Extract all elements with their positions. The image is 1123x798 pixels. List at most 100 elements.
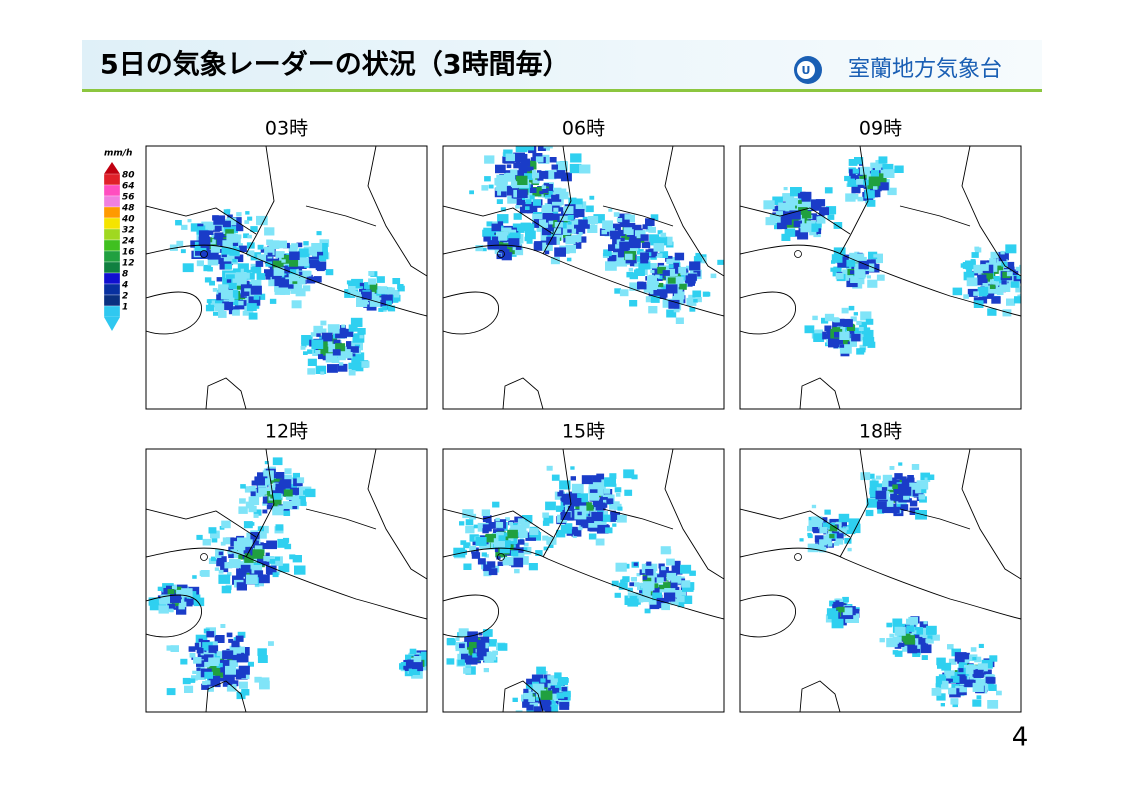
radar-echo (496, 181, 508, 191)
radar-echo (838, 337, 848, 345)
radar-echo (533, 706, 542, 712)
radar-echo (318, 255, 327, 262)
coastline (146, 244, 427, 317)
radar-echo (511, 544, 516, 548)
radar-echo (674, 280, 683, 286)
radar-echo (209, 239, 216, 245)
radar-echo (848, 159, 858, 166)
radar-echo (264, 246, 275, 256)
radar-echo (220, 565, 229, 573)
radar-echo (245, 272, 255, 280)
radar-echo (212, 672, 221, 678)
radar-echo (948, 687, 957, 695)
radar-echo (475, 245, 484, 252)
radar-echo (883, 169, 895, 178)
radar-echo (852, 186, 861, 193)
radar-echo (549, 700, 556, 706)
radar-echo (248, 496, 260, 505)
radar-echo (866, 275, 871, 279)
radar-echo (207, 250, 219, 260)
radar-echo (971, 252, 979, 258)
radar-echo (463, 667, 472, 674)
radar-echo (318, 347, 327, 354)
radar-echo (567, 221, 572, 225)
radar-echo (603, 488, 611, 494)
radar-echo (861, 327, 871, 335)
radar-echo (657, 266, 666, 274)
radar-echo (959, 686, 967, 693)
radar-echo (888, 485, 893, 489)
coastline (245, 449, 275, 558)
radar-echo (918, 638, 927, 645)
radar-echo (460, 540, 467, 545)
coastline (899, 205, 971, 227)
radar-echo (799, 200, 812, 210)
radar-echo (878, 182, 889, 191)
radar-echo (673, 307, 680, 313)
radar-echo (160, 594, 172, 604)
radar-echo (870, 162, 879, 170)
radar-echo (642, 576, 648, 580)
radar-echo (684, 280, 693, 287)
radar-echo (258, 487, 267, 495)
radar-echo (265, 261, 272, 267)
radar-echo (547, 675, 559, 684)
radar-echo (362, 285, 373, 295)
radar-echo (976, 695, 982, 700)
radar-echo (277, 252, 284, 258)
radar-echo (523, 691, 533, 700)
radar-echo (196, 534, 203, 540)
radar-echo (923, 621, 928, 625)
radar-echo (513, 170, 524, 179)
radar-echo (225, 665, 236, 675)
coastline (602, 508, 674, 530)
radar-echo (562, 690, 571, 698)
radar-echo (263, 478, 271, 485)
radar-echo (876, 501, 887, 510)
radar-echo (804, 325, 815, 334)
radar-echo (652, 268, 662, 276)
radar-echo (262, 509, 268, 514)
radar-echo (496, 556, 501, 560)
radar-echo (573, 504, 581, 510)
radar-echo (250, 226, 258, 232)
radar-echo (226, 233, 238, 243)
legend-label: 80 (122, 171, 135, 181)
radar-echo (283, 489, 293, 497)
radar-echo (278, 563, 290, 573)
radar-echo (629, 282, 640, 291)
radar-echo (170, 594, 181, 603)
radar-echo (913, 627, 923, 635)
radar-echo (211, 537, 218, 543)
radar-echo (640, 252, 649, 260)
radar-echo (1020, 297, 1021, 306)
header-bar (82, 40, 1042, 90)
radar-echo (264, 461, 269, 465)
radar-echo (647, 275, 659, 285)
radar-echo (853, 312, 858, 316)
radar-echo (570, 476, 576, 481)
radar-echo (546, 236, 557, 245)
radar-echo (863, 263, 875, 272)
radar-echo (204, 277, 212, 283)
radar-echo (294, 565, 306, 575)
radar-echo (232, 309, 240, 316)
radar-echo (229, 282, 237, 290)
radar-echo (198, 236, 211, 246)
radar-echo (266, 556, 274, 562)
radar-echo (268, 641, 274, 646)
radar-echo (463, 563, 472, 570)
radar-echo (898, 642, 905, 647)
radar-echo (196, 260, 204, 267)
radar-echo (536, 666, 546, 675)
radar-echo (459, 643, 465, 649)
radar-echo (833, 602, 844, 611)
radar-echo (176, 606, 187, 615)
radar-echo (658, 275, 663, 280)
radar-echo (954, 652, 967, 662)
radar-echo (649, 601, 660, 610)
radar-echo (269, 559, 276, 564)
radar-echo (477, 558, 486, 565)
radar-echo (775, 205, 780, 209)
radar-echo (270, 556, 283, 566)
